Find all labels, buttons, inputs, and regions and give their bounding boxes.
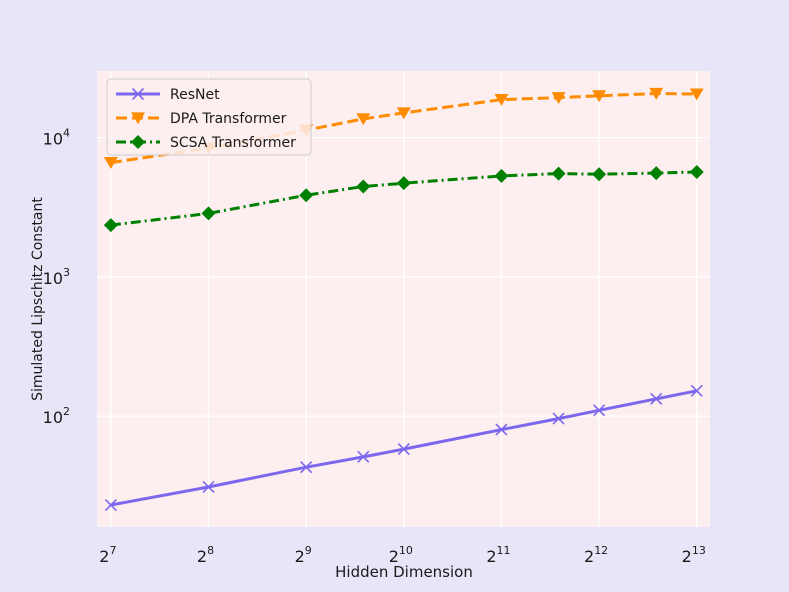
data-point — [593, 404, 606, 417]
data-point — [689, 165, 704, 180]
data-point — [357, 450, 370, 463]
x-tick-label: 211 — [486, 544, 510, 566]
legend-box — [106, 78, 312, 156]
data-point — [690, 384, 703, 397]
data-point — [103, 157, 118, 169]
x-tick-label: 213 — [682, 544, 706, 566]
legend-label: DPA Transformer — [170, 111, 287, 127]
data-point — [650, 392, 663, 405]
legend-label: ResNet — [170, 87, 220, 103]
data-point — [131, 112, 145, 125]
data-point — [201, 206, 216, 221]
legend-entry: DPA Transformer — [116, 111, 287, 127]
data-point — [356, 113, 371, 126]
data-point — [104, 498, 117, 512]
x-tick-label: 29 — [295, 544, 312, 566]
data-point — [299, 188, 314, 203]
data-point — [131, 87, 145, 101]
data-point — [649, 166, 664, 181]
legend: ResNet DPA Transformer SCSA Transformer — [106, 78, 312, 156]
series-resnet — [104, 384, 703, 512]
legend-entry: SCSA Transformer — [116, 135, 296, 151]
data-point — [356, 179, 371, 194]
y-tick-label: 104 — [43, 126, 70, 148]
data-point — [551, 166, 566, 181]
x-tick-label: 27 — [99, 544, 116, 566]
data-point — [396, 107, 411, 120]
x-tick-label: 210 — [389, 544, 413, 566]
data-point — [300, 461, 313, 474]
data-point — [552, 412, 565, 425]
x-tick-label: 212 — [584, 544, 608, 566]
x-tick-labels: 27 28 29 210 211 212 213 — [99, 544, 706, 566]
data-point — [592, 90, 607, 103]
series-scsa-transformer — [103, 165, 704, 233]
data-point — [592, 167, 607, 182]
data-point — [397, 443, 410, 456]
data-point — [689, 88, 704, 101]
y-tick-label: 102 — [43, 405, 70, 427]
data-point — [495, 423, 508, 436]
series-line — [110, 389, 697, 507]
legend-entry: ResNet — [116, 87, 220, 103]
data-point — [202, 480, 215, 494]
legend-label: SCSA Transformer — [170, 135, 296, 151]
y-axis-label: Simulated Lipschitz Constant — [30, 197, 46, 401]
data-point — [551, 92, 566, 104]
data-point — [494, 93, 509, 106]
data-point — [649, 87, 664, 100]
data-point — [131, 135, 145, 149]
data-point — [396, 176, 411, 191]
x-axis-label: Hidden Dimension — [335, 563, 473, 581]
data-point — [494, 168, 509, 183]
y-tick-label: 103 — [43, 266, 70, 288]
grid — [97, 71, 710, 527]
series-line — [110, 170, 697, 227]
x-tick-label: 28 — [197, 544, 214, 566]
data-point — [103, 218, 118, 233]
y-tick-labels: 102 103 104 — [43, 126, 70, 427]
